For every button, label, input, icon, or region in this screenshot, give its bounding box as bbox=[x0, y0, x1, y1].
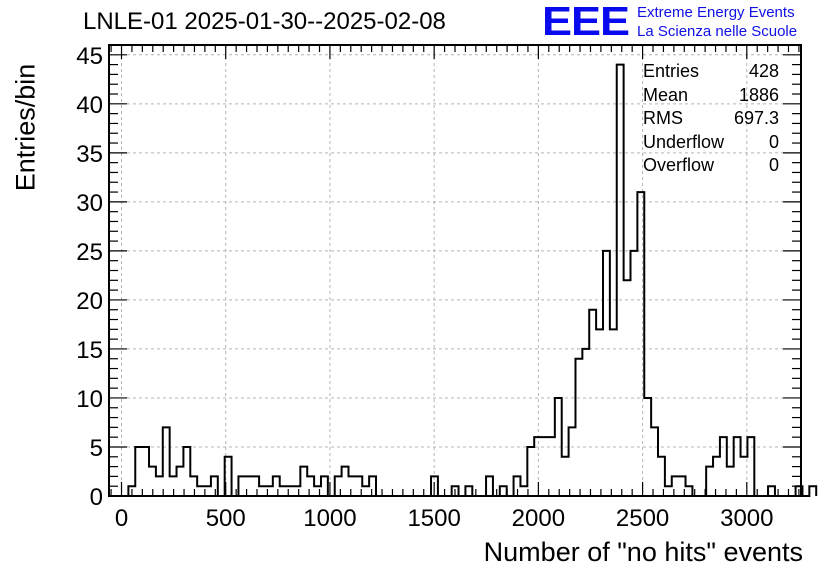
stats-value: 1886 bbox=[738, 84, 779, 105]
x-axis-title: Number of "no hits" events bbox=[483, 537, 803, 567]
stats-label: Mean bbox=[643, 84, 689, 105]
y-tick-label: 40 bbox=[76, 92, 103, 119]
eee-logo: EEE bbox=[542, 0, 630, 45]
stats-value: 0 bbox=[768, 131, 779, 152]
x-tick-label: 2500 bbox=[616, 505, 669, 532]
y-tick-label: 35 bbox=[76, 141, 103, 168]
y-tick-label: 10 bbox=[76, 386, 103, 413]
chart-title: LNLE-01 2025-01-30--2025-02-08 bbox=[83, 8, 446, 35]
y-tick-label: 0 bbox=[90, 484, 103, 511]
logo-line-1: Extreme Energy Events bbox=[637, 4, 795, 21]
logo-line-2: La Scienza nelle Scuole bbox=[637, 23, 798, 40]
stats-label: Overflow bbox=[643, 155, 715, 175]
x-tick-label: 3000 bbox=[720, 505, 773, 532]
x-tick-label: 0 bbox=[115, 505, 128, 532]
y-tick-label: 45 bbox=[76, 43, 103, 70]
x-tick-label: 1500 bbox=[407, 505, 460, 532]
stats-box: Entries 428 Mean 1886 RMS 697.3 Underflow 0 Over… bbox=[643, 60, 779, 178]
logo-caption: Extreme Energy Events La Scienza nelle S… bbox=[637, 3, 797, 41]
stats-row: RMS 697.3 bbox=[643, 107, 779, 131]
y-tick-label: 25 bbox=[76, 239, 103, 266]
stats-value: 697.3 bbox=[733, 108, 779, 128]
y-tick-label: 30 bbox=[76, 190, 103, 217]
y-tick-label: 20 bbox=[76, 288, 103, 315]
x-tick-label: 2000 bbox=[512, 505, 565, 532]
stats-label: RMS bbox=[643, 108, 683, 128]
stats-label: Underflow bbox=[643, 131, 725, 152]
stats-row: Underflow 0 bbox=[643, 131, 779, 155]
stats-label: Entries bbox=[643, 61, 700, 81]
x-tick-label: 500 bbox=[206, 505, 246, 532]
x-tick-label: 1000 bbox=[303, 505, 356, 532]
stats-row: Overflow 0 bbox=[643, 154, 779, 178]
stats-value: 428 bbox=[748, 61, 779, 81]
stats-row: Mean 1886 bbox=[643, 84, 779, 108]
stats-value: 0 bbox=[768, 155, 779, 175]
stats-row: Entries 428 bbox=[643, 60, 779, 84]
y-tick-label: 15 bbox=[76, 337, 103, 364]
y-tick-label: 5 bbox=[90, 435, 103, 462]
histogram-series bbox=[121, 63, 818, 497]
